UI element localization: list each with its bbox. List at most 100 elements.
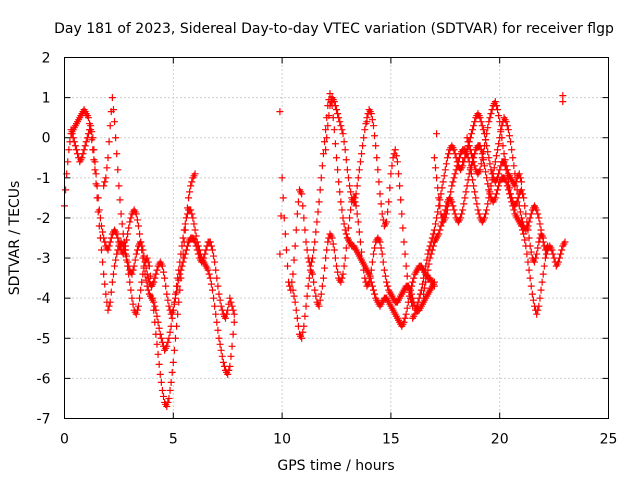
data-point	[229, 306, 237, 314]
data-point	[398, 210, 406, 218]
data-point	[517, 178, 525, 186]
data-point	[487, 182, 495, 190]
data-point	[129, 266, 137, 274]
data-point	[225, 366, 233, 374]
data-point	[153, 312, 161, 320]
data-point	[387, 170, 395, 178]
data-point	[182, 214, 190, 222]
data-point	[339, 270, 347, 278]
data-point	[289, 270, 297, 278]
data-point	[559, 98, 567, 106]
data-point	[479, 148, 487, 156]
data-point	[128, 294, 136, 302]
data-point	[517, 214, 525, 222]
data-point	[374, 166, 382, 174]
data-point	[330, 126, 338, 134]
data-point	[99, 228, 107, 236]
data-point	[189, 214, 197, 222]
data-point	[513, 186, 521, 194]
data-point	[494, 186, 502, 194]
data-point	[503, 166, 511, 174]
data-point	[360, 266, 368, 274]
data-point	[541, 254, 549, 262]
data-point	[125, 224, 133, 232]
data-point	[113, 230, 121, 238]
data-point	[206, 274, 214, 282]
data-point	[450, 146, 458, 154]
data-point	[336, 188, 344, 196]
data-point	[281, 230, 289, 238]
data-point	[447, 188, 455, 196]
data-point	[533, 206, 541, 214]
x-tick-label: 5	[169, 432, 178, 448]
data-point	[473, 200, 481, 208]
data-point	[90, 146, 98, 154]
data-point	[216, 340, 224, 348]
data-point	[204, 266, 212, 274]
data-point	[286, 282, 294, 290]
data-point	[471, 162, 479, 170]
data-point	[331, 254, 339, 262]
data-point	[104, 306, 112, 314]
x-tick-label: 15	[382, 432, 400, 448]
data-point	[181, 220, 189, 228]
data-point	[302, 302, 310, 310]
data-point	[144, 274, 152, 282]
data-point	[504, 126, 512, 134]
data-point	[137, 238, 145, 246]
data-point	[467, 150, 475, 158]
data-point	[489, 170, 497, 178]
data-point	[478, 122, 486, 130]
data-point	[360, 134, 368, 142]
data-point	[315, 302, 323, 310]
data-point	[368, 258, 376, 266]
data-point	[103, 164, 111, 172]
data-point	[316, 296, 324, 304]
data-point	[136, 294, 144, 302]
data-point	[163, 402, 171, 410]
data-point	[403, 304, 411, 312]
data-point	[132, 250, 140, 258]
data-point	[356, 158, 364, 166]
x-tick-label: 0	[60, 432, 69, 448]
data-point	[290, 256, 298, 264]
data-point	[524, 222, 532, 230]
data-point	[210, 252, 218, 260]
data-point	[165, 302, 173, 310]
data-point	[524, 258, 532, 266]
data-point	[427, 250, 435, 258]
data-point	[511, 182, 519, 190]
data-point	[177, 266, 185, 274]
data-point	[155, 360, 163, 368]
data-point	[466, 146, 474, 154]
data-point	[549, 250, 557, 258]
data-points	[61, 90, 569, 410]
data-point	[192, 242, 200, 250]
data-point	[548, 246, 556, 254]
data-point	[124, 258, 132, 266]
data-point	[381, 272, 389, 280]
data-point	[171, 334, 179, 342]
data-point	[459, 206, 467, 214]
data-point	[508, 198, 516, 206]
data-point	[133, 216, 141, 224]
data-point	[361, 126, 369, 134]
data-point	[88, 128, 96, 136]
data-point	[301, 312, 309, 320]
data-point	[280, 214, 288, 222]
data-point	[442, 160, 450, 168]
y-tick-label: 1	[42, 91, 51, 107]
data-point	[432, 164, 440, 172]
data-point	[168, 368, 176, 376]
data-point	[70, 138, 78, 146]
data-point	[443, 154, 451, 162]
data-point	[150, 298, 158, 306]
data-point	[342, 230, 350, 238]
data-point	[329, 240, 337, 248]
data-point	[309, 270, 317, 278]
data-point	[183, 242, 191, 250]
data-point	[331, 102, 339, 110]
data-point	[187, 206, 195, 214]
